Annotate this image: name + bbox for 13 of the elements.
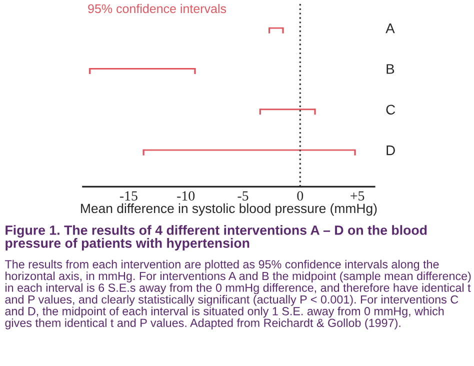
x-tick-label: 0: [297, 191, 304, 201]
x-tick-label: -5: [238, 191, 248, 201]
x-tick-label: +5: [350, 191, 364, 201]
x-axis-title: Mean difference in systolic blood pressure (mmHg): [81, 203, 377, 216]
text: Figure 1. The results of 4 different interventions A – D on the blood pressure of patients with hypertension: [6, 225, 427, 250]
y-tick-label: C: [386, 104, 396, 115]
x-tick-label: -15: [120, 191, 138, 201]
x-tick-label: -10: [177, 191, 195, 201]
y-tick-label: A: [386, 24, 395, 34]
annotation: 95% confidence intervals: [88, 4, 226, 14]
y-tick-label: D: [386, 146, 395, 156]
text: The results from each intervention are plotted as 95% confidence intervals along the horizontal axis, in mmHg. For interventions A and B the midpoint (sample mean difference) in each interval is 6 S.E.s away from the 0 mmHg difference, and therefore have identical t and P values, and clearly statistically significant (actually P < 0.001). For interventions C and D, the midpoint of each interval is situated only 1 S.E. away from 0 mmHg, which gives them identical t and P values. Adapted from Reichardt & Gollob (1997).: [5, 260, 471, 330]
y-tick-label: B: [386, 64, 394, 74]
